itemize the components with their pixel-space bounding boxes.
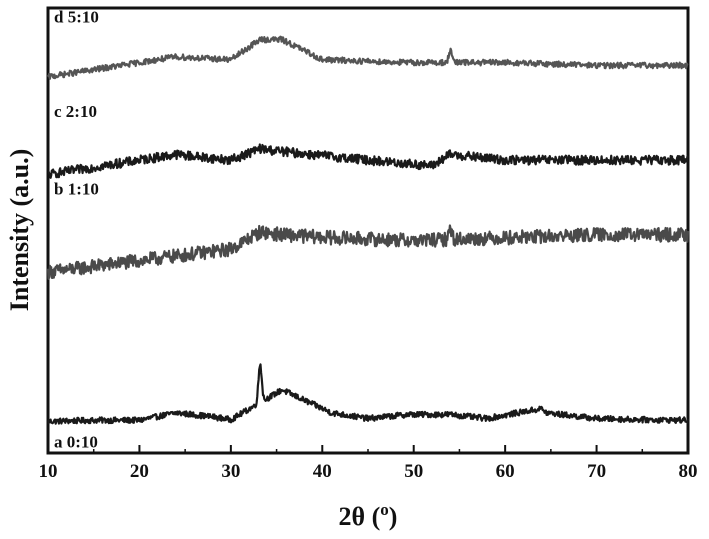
x-tick-label: 50 bbox=[404, 461, 423, 482]
y-axis-title: Intensity (a.u.) bbox=[5, 149, 34, 312]
series-line-2 bbox=[48, 226, 688, 279]
series-layer: a 0:10 b 1:10 c 2:10 d 5:10 bbox=[48, 7, 688, 451]
series-label-4: d 5:10 bbox=[54, 7, 99, 26]
series-line-1 bbox=[48, 364, 688, 423]
series-label-1: a 0:10 bbox=[54, 432, 98, 451]
x-tick-label: 80 bbox=[679, 461, 698, 482]
series-line-4 bbox=[48, 37, 688, 79]
series-line-3 bbox=[48, 145, 688, 178]
x-tick-label: 40 bbox=[313, 461, 332, 482]
x-axis-title-close: ) bbox=[389, 502, 398, 531]
x-tick-label: 70 bbox=[587, 461, 606, 482]
series-label-3: c 2:10 bbox=[54, 102, 97, 121]
x-axis-title: 2θ (o) bbox=[339, 500, 398, 531]
x-axis-title-main: 2θ ( bbox=[339, 502, 381, 531]
x-tick-label: 60 bbox=[496, 461, 515, 482]
x-axis: 10 20 30 40 50 60 70 80 bbox=[39, 445, 698, 482]
x-tick-label: 30 bbox=[221, 461, 240, 482]
x-tick-label: 10 bbox=[39, 461, 58, 482]
x-tick-label: 20 bbox=[130, 461, 149, 482]
x-axis-title-degree: o bbox=[380, 500, 389, 519]
plot-frame bbox=[48, 8, 688, 453]
series-label-2: b 1:10 bbox=[54, 180, 99, 199]
